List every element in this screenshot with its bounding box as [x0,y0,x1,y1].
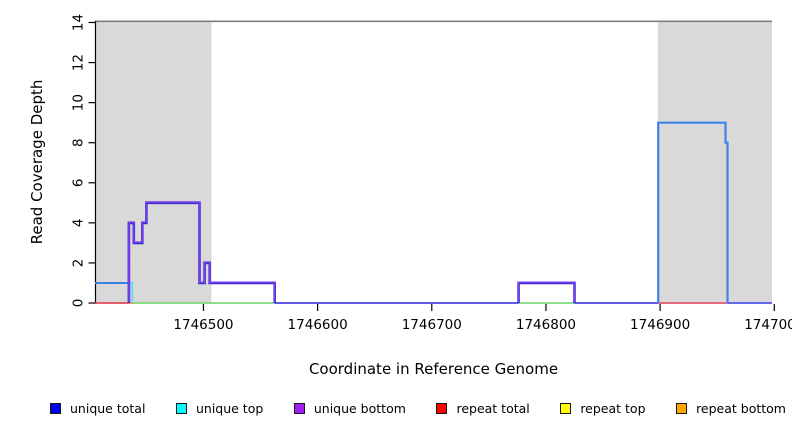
legend-item-unique-bottom: unique bottom [293,401,406,416]
x-tick-label: 1747000 [744,317,792,333]
repeat-region-shade [95,21,212,303]
legend-swatch-icon [293,403,305,414]
legend-label: unique top [195,401,264,416]
legend-swatch-icon [560,403,572,414]
y-tick-label: 14 [71,14,87,31]
x-tick-label: 1746800 [516,317,576,333]
y-tick-label: 8 [71,138,87,147]
legend-label: repeat bottom [696,401,786,416]
y-tick-label: 4 [71,219,87,228]
legend-swatch-icon [50,403,61,414]
y-tick-label: 10 [71,94,87,111]
legend: unique total unique top unique bottom repea… [50,401,786,416]
y-axis-title: Read Coverage Depth [28,79,46,245]
x-axis-title: Coordinate in Reference Genome [308,360,559,378]
y-tick-label: 6 [71,178,87,187]
trace-unique-total-right-hill [657,121,729,303]
legend-item-unique-total: unique total [50,401,145,416]
x-tick-label: 1746500 [173,317,233,333]
x-tick-label: 1746600 [288,317,348,333]
y-tick-label: 2 [71,259,87,268]
legend-item-repeat-top: repeat top [560,401,646,416]
plot-area: 0 2 4 6 8 10 12 14 1746500 1746600 1746700 1746800 1… [71,14,792,333]
legend-item-repeat-bottom: repeat bottom [676,401,786,416]
x-tick-label: 1746900 [630,317,690,333]
repeat-region-shade [657,21,772,303]
y-tick-label: 12 [71,54,87,71]
trace-unique-total-mid-bump [517,281,576,303]
legend-swatch-icon [175,403,187,414]
legend-label: repeat total [456,401,530,416]
legend-label: unique bottom [313,401,406,416]
legend-item-unique-top: unique top [175,401,264,416]
legend-label: unique total [70,401,146,416]
y-tick-label: 0 [71,299,87,308]
legend-swatch-icon [436,403,448,414]
trace-unique-bottom-left-hill [128,201,276,303]
legend-label: repeat top [580,401,646,416]
legend-swatch-icon [676,403,688,414]
trace-unique-bottom-mid-bump [517,281,576,303]
x-tick-label: 1746700 [402,317,462,333]
legend-item-repeat-total: repeat total [436,401,530,416]
